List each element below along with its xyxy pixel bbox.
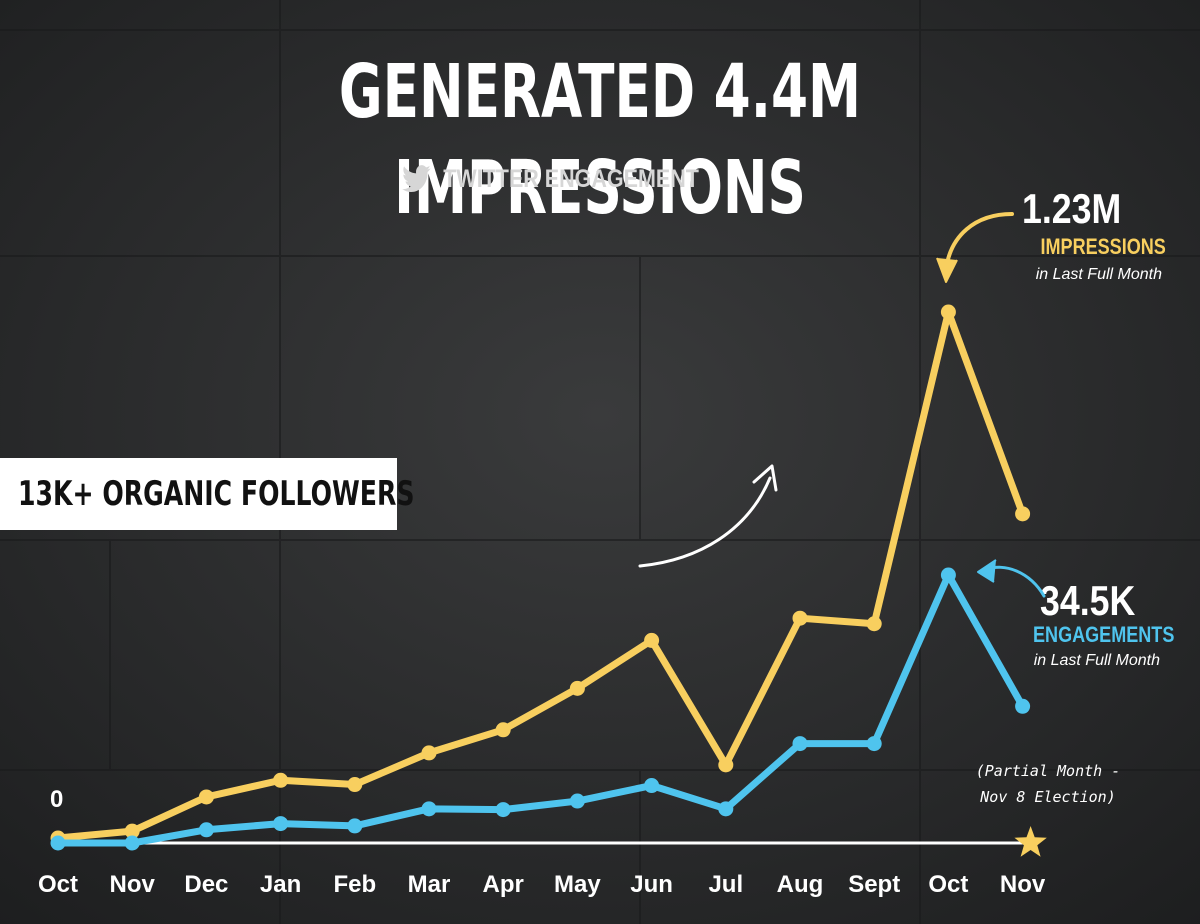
data-point-engagements-oct <box>940 567 956 583</box>
engagements-pointer-arrowhead-icon <box>977 559 997 583</box>
impressions-callout-value: 1.23M <box>1022 185 1122 232</box>
subtitle: TWITTER ENGAGEMENT <box>402 164 699 194</box>
x-tick-label: Dec <box>184 871 228 898</box>
x-tick-label: Mar <box>408 871 451 898</box>
x-tick-label: Feb <box>333 871 376 898</box>
data-point-engagements-jun <box>644 778 660 794</box>
twitter-bird-icon <box>402 165 431 193</box>
trend-arrowhead-icon <box>752 464 778 492</box>
followers-badge-label: 13K+ Organic Followers <box>18 474 415 514</box>
x-tick-label: Nov <box>1000 871 1046 898</box>
impressions-callout-sublabel: in Last Full Month <box>1035 266 1162 283</box>
impressions-callout-label: IMPRESSIONS <box>1040 234 1166 259</box>
engagements-callout-sublabel: in Last Full Month <box>1033 652 1160 669</box>
data-point-engagements-nov <box>124 835 140 851</box>
engagements-callout-value: 34.5K <box>1040 577 1136 624</box>
series-line-impressions <box>54 308 1027 842</box>
data-point-impressions-jul <box>718 757 734 773</box>
data-point-engagements-apr <box>495 802 511 818</box>
data-point-engagements-dec <box>198 822 214 838</box>
x-tick-label: Oct <box>38 871 78 898</box>
data-point-engagements-sept <box>866 736 882 752</box>
data-point-impressions-sept <box>866 616 882 632</box>
trend-arrow-icon <box>638 476 772 568</box>
data-point-impressions-dec <box>198 789 214 805</box>
x-tick-label: Apr <box>483 871 524 898</box>
partial-month-note: (Partial Month - Nov 8 Election) <box>975 762 1121 806</box>
page-title: Generated 4.4M Impressions <box>338 49 862 231</box>
impressions-pointer-arrowhead-icon <box>936 257 958 283</box>
x-tick-label: Jan <box>260 871 301 898</box>
data-point-impressions-oct <box>940 304 956 320</box>
data-point-engagements-feb <box>347 818 363 834</box>
data-point-engagements-jul <box>718 801 734 817</box>
data-point-impressions-may <box>569 680 585 696</box>
data-point-impressions-aug <box>792 610 808 626</box>
data-point-engagements-may <box>569 793 585 809</box>
engagements-callout-label: ENGAGEMENTS <box>1032 622 1174 647</box>
x-tick-label: Aug <box>777 871 824 898</box>
data-point-impressions-jan <box>273 772 289 788</box>
x-tick-label: Nov <box>110 871 156 898</box>
data-point-engagements-nov <box>1015 698 1031 714</box>
subtitle-label: TWITTER ENGAGEMENT <box>443 164 699 193</box>
x-tick-label: Jun <box>630 871 673 898</box>
data-point-impressions-nov <box>1015 506 1031 522</box>
x-tick-label: Oct <box>928 871 968 898</box>
series-line-engagements <box>54 571 1027 847</box>
data-point-impressions-feb <box>347 777 363 793</box>
data-point-engagements-oct <box>50 835 66 851</box>
data-point-impressions-jun <box>644 632 660 648</box>
x-tick-label: Jul <box>708 871 743 898</box>
x-tick-label: May <box>554 871 601 898</box>
data-point-impressions-apr <box>495 722 511 738</box>
data-point-impressions-mar <box>421 745 437 761</box>
x-tick-label: Sept <box>848 871 900 898</box>
followers-badge: 13K+ Organic Followers <box>0 458 414 530</box>
zero-label: 0 <box>50 786 64 813</box>
data-point-engagements-jan <box>273 816 289 832</box>
chart-decorations <box>638 212 1046 598</box>
star-icon <box>1014 826 1047 857</box>
data-point-engagements-mar <box>421 801 437 817</box>
data-point-impressions-nov <box>124 823 140 839</box>
data-point-engagements-aug <box>792 736 808 752</box>
